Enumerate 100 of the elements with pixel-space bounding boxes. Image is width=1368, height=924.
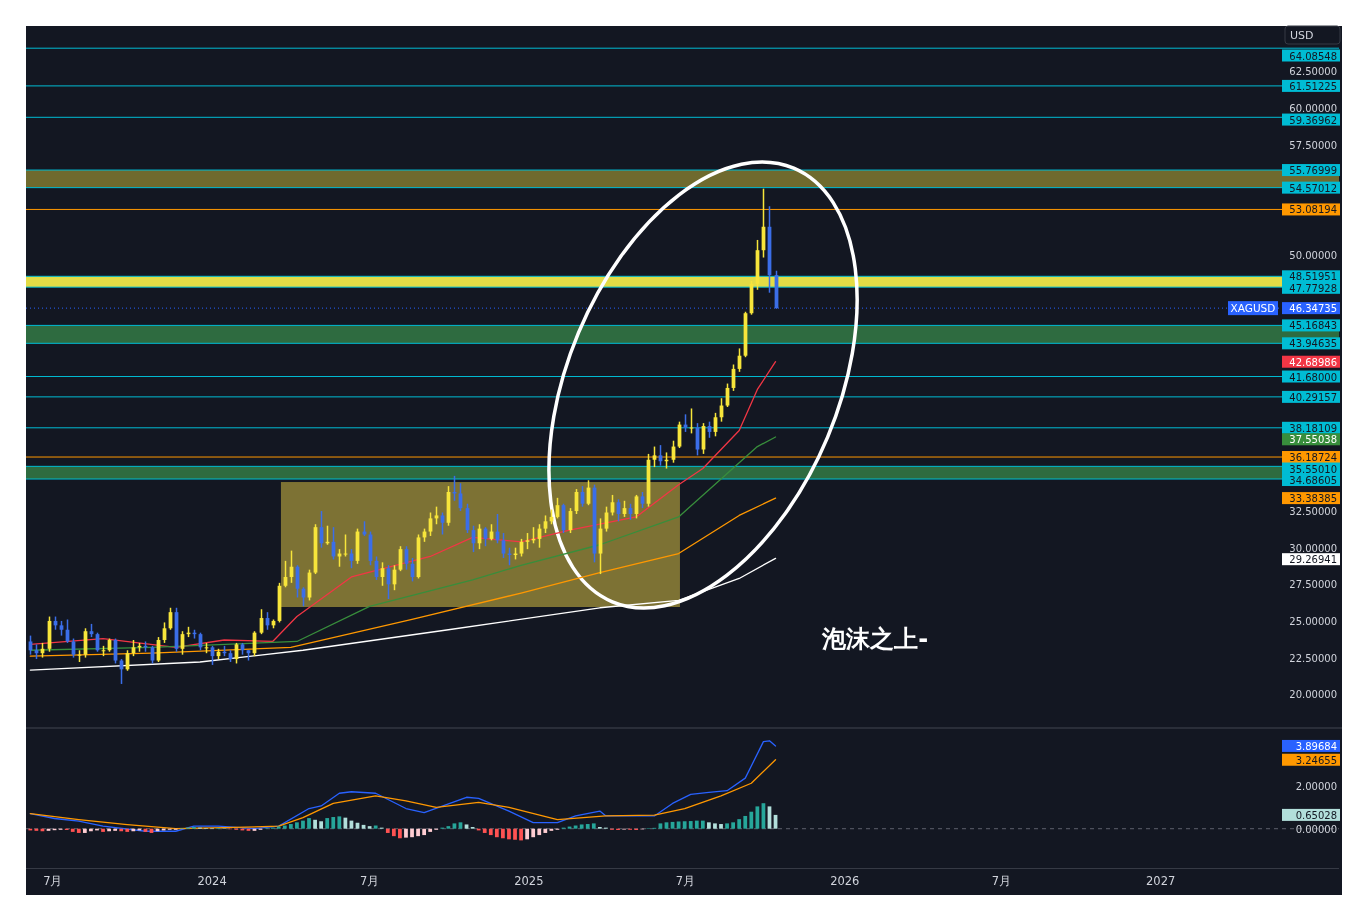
y-tick-label: 27.50000 (1289, 579, 1337, 591)
bar (373, 825, 378, 829)
y-tick-label: 57.50000 (1289, 139, 1337, 151)
ref-line-label: 61.51225 (1289, 80, 1337, 92)
bar (725, 823, 729, 829)
bar (585, 824, 590, 829)
ref-line-label: 35.55010 (1289, 463, 1337, 475)
annotation: 0.65028 (1295, 809, 1337, 821)
annotation: 37.55038 (1289, 434, 1337, 446)
bar (700, 820, 705, 829)
bar (694, 820, 699, 829)
bar (307, 818, 311, 829)
ref-line-label: 64.08548 (1289, 50, 1337, 62)
ref-line-label: 54.57012 (1289, 182, 1337, 194)
x-tick-label: 7月 (675, 874, 696, 888)
ref-line-label: 34.68605 (1289, 475, 1337, 487)
bar (325, 818, 330, 829)
ref-line-label: 43.94635 (1289, 338, 1337, 350)
line-series (29, 557, 777, 671)
y-tick-label: 0.00000 (1295, 823, 1337, 835)
bar (101, 828, 105, 832)
bar (82, 828, 87, 833)
bar (525, 828, 530, 840)
bar (422, 828, 427, 836)
bar (446, 826, 451, 829)
bar (337, 816, 342, 829)
bar (537, 828, 542, 836)
bar (319, 821, 324, 829)
bar (391, 828, 396, 837)
bar (749, 811, 754, 829)
bar (513, 828, 517, 840)
bar (713, 823, 717, 829)
bar (501, 828, 505, 839)
bar (404, 828, 408, 838)
ref-line-label: 47.77928 (1289, 282, 1337, 294)
bar (719, 824, 723, 829)
bar (70, 828, 75, 832)
bar (737, 819, 742, 829)
bar (282, 825, 287, 829)
ref-line-label: 45.16843 (1289, 320, 1337, 332)
bar (301, 820, 305, 829)
bar (531, 828, 536, 838)
bar (416, 828, 420, 837)
bar (549, 828, 554, 831)
ref-line-label: 59.36962 (1289, 114, 1337, 126)
y-tick-label: 22.50000 (1289, 652, 1337, 664)
bar (579, 824, 584, 829)
ref-line-label: 40.29157 (1289, 391, 1337, 403)
ref-line-label: 46.34735 (1289, 303, 1337, 315)
bar (755, 806, 760, 829)
bar (731, 822, 736, 829)
annotation: 29.26941 (1289, 554, 1337, 566)
bar (410, 828, 414, 838)
bar (543, 828, 548, 833)
y-tick-label: 2.00000 (1295, 781, 1337, 793)
x-tick-label: 2025 (514, 874, 544, 888)
ref-line-label: 48.51951 (1289, 271, 1337, 283)
bar (682, 821, 687, 829)
bar (452, 823, 457, 829)
annotation: 3.24655 (1295, 754, 1337, 766)
bar (488, 828, 493, 836)
bar (295, 822, 299, 829)
x-tick-label: 2027 (1146, 874, 1176, 888)
bar (288, 824, 293, 829)
ref-line-label: 36.18724 (1289, 452, 1337, 464)
annotation: USD (1290, 29, 1314, 42)
annotation: 42.68986 (1289, 356, 1337, 368)
bar (367, 826, 372, 829)
annotation: 33.38385 (1289, 493, 1337, 505)
x-tick-label: 7月 (43, 874, 63, 888)
bar (464, 824, 469, 829)
bar (482, 828, 487, 833)
bar (519, 828, 523, 841)
y-tick-label: 25.00000 (1289, 615, 1337, 627)
bar (494, 828, 499, 838)
bar (331, 817, 336, 829)
bar (398, 828, 402, 839)
ref-line-label: 41.68000 (1289, 371, 1337, 383)
bar (313, 819, 317, 829)
x-tick-label: 2026 (830, 874, 860, 888)
bar (507, 828, 511, 840)
y-tick-label: 30.00000 (1289, 542, 1337, 554)
bar (688, 821, 693, 829)
y-tick-label: 60.00000 (1289, 103, 1337, 115)
bar (276, 826, 281, 829)
ref-line-label: 53.08194 (1289, 204, 1337, 216)
annotation: 泡沫之上- (821, 624, 929, 653)
line-series (29, 740, 777, 832)
bar (125, 828, 130, 832)
x-tick-label: 7月 (359, 874, 380, 888)
bar (658, 823, 663, 829)
y-tick-label: 32.50000 (1289, 506, 1337, 518)
y-tick-label: 50.00000 (1289, 249, 1337, 261)
y-tick-label: 20.00000 (1289, 689, 1337, 701)
annotation: XAGUSD (1230, 302, 1276, 315)
bar (707, 822, 711, 829)
x-tick-label: 2024 (197, 874, 227, 888)
y-tick-label: 62.50000 (1289, 66, 1337, 78)
bar (385, 828, 390, 833)
bar (113, 828, 118, 831)
